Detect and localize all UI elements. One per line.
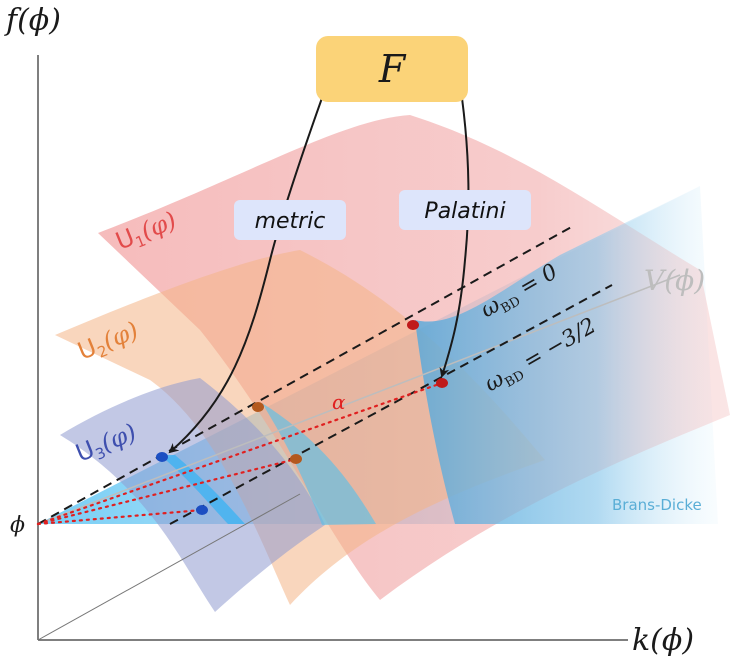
dot-u2-omega-neg <box>290 454 302 464</box>
surface-u3 <box>60 378 325 612</box>
brans-dicke-label: Brans-Dicke <box>612 496 702 514</box>
potential-line <box>37 274 681 525</box>
dot-u1-omega-neg <box>436 378 448 388</box>
palatini-label: Palatini <box>424 199 505 224</box>
f-label: F <box>378 47 407 91</box>
metric-arrow <box>168 97 323 454</box>
dot-u3-omega-neg <box>196 505 208 515</box>
depth-axis <box>37 493 301 641</box>
potential-label: V(ϕ) <box>644 264 705 297</box>
alpha-label: α <box>332 390 346 414</box>
brans-dicke-band-u3 <box>160 455 245 524</box>
alpha-line-2 <box>36 457 298 526</box>
omega-neg-line <box>169 284 613 525</box>
palatini-arrow <box>439 97 470 378</box>
dot-u3-omega-zero <box>156 452 168 462</box>
alpha-line-3 <box>36 508 204 526</box>
dot-u2-omega-zero <box>252 402 264 412</box>
dot-u1-omega-zero <box>407 320 419 330</box>
x-axis-label: k(ϕ) <box>632 623 694 658</box>
metric-label: metric <box>255 209 326 234</box>
y-axis-label: f(ϕ) <box>4 3 61 38</box>
brans-dicke-band-u1 <box>415 186 718 524</box>
origin-label: ϕ <box>10 513 25 538</box>
omega-zero-line <box>37 224 576 525</box>
brans-dicke-band-u2 <box>262 403 376 525</box>
f-box <box>316 36 468 102</box>
metric-chip <box>234 200 346 240</box>
alpha-line-1 <box>36 381 444 526</box>
palatini-chip <box>399 190 531 230</box>
